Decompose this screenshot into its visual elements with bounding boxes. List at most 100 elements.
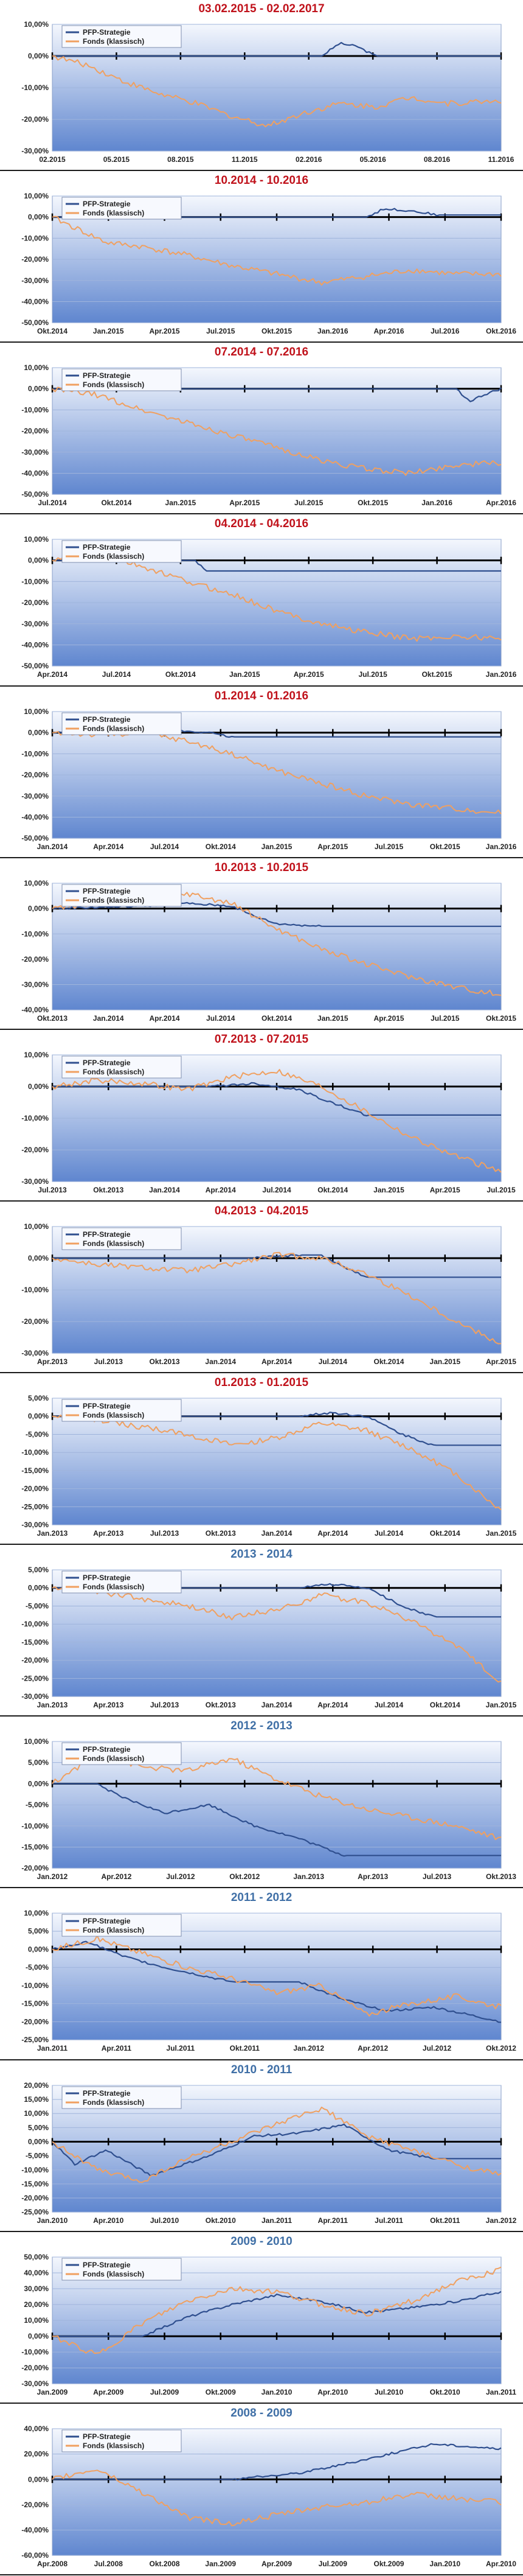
panel-separator	[0, 2402, 523, 2404]
y-tick-label: -10,00%	[21, 1448, 49, 1457]
y-tick-label: -10,00%	[21, 929, 49, 938]
x-tick-label: Jul.2010	[375, 2388, 404, 2396]
panel-separator	[0, 2059, 523, 2060]
chart-panel: 03.02.2015 - 02.02.2017 10,00% 0,00% -10,00…	[0, 0, 523, 172]
chart-panel: 2012 - 2013 10,00% 5,00% 0,00% -5,00% -10,00%…	[0, 1717, 523, 1889]
y-tick-label: -10,00%	[21, 2165, 49, 2174]
x-tick-label: Okt.2014	[430, 1701, 460, 1709]
x-tick-label: Apr.2014	[37, 671, 68, 679]
x-tick-label: Jul.2013	[150, 1701, 179, 1709]
x-tick-label: Jan.2013	[37, 1529, 68, 1538]
y-tick-label: 10,00%	[24, 363, 49, 372]
line-chart: 10,00% 5,00% 0,00% -5,00% -10,00% -15,00% -20,…	[21, 1737, 516, 1881]
x-tick-label: Jul.2009	[319, 2560, 348, 2568]
y-tick-label: 0,00%	[28, 52, 49, 60]
series-line-fund	[52, 1586, 502, 1683]
legend-label: PFP-Strategie	[83, 200, 131, 208]
x-tick-label: Okt.2009	[206, 2388, 236, 2396]
x-tick-label: Apr.2011	[102, 2045, 132, 2053]
y-tick-label: -20,00%	[21, 1146, 49, 1154]
x-tick-label: Okt.2013	[37, 1014, 68, 1023]
y-tick-label: -20,00%	[21, 1864, 49, 1872]
legend-label: Fonds (klassisch)	[83, 1583, 144, 1591]
x-tick-label: Jul.2014	[375, 1529, 404, 1538]
chart-title: 10.2013 - 10.2015	[214, 861, 309, 874]
y-tick-label: 10,00%	[24, 879, 49, 887]
y-tick-label: -30,00%	[21, 448, 49, 457]
y-tick-label: -20,00%	[21, 2018, 49, 2026]
y-tick-label: -40,00%	[21, 2525, 49, 2534]
y-tick-label: -5,00%	[26, 1430, 49, 1439]
y-tick-label: -30,00%	[21, 1692, 49, 1701]
legend-label: PFP-Strategie	[83, 543, 131, 551]
x-tick-label: Jan.2010	[262, 2388, 293, 2396]
y-tick-label: 0,00%	[28, 1780, 49, 1788]
x-tick-label: Apr.2015	[229, 499, 260, 507]
x-tick-label: Apr.2013	[358, 1872, 388, 1881]
x-tick-label: Jul.2014	[150, 842, 179, 851]
panel-separator	[0, 1715, 523, 1717]
legend-label: PFP-Strategie	[83, 1917, 131, 1925]
x-tick-label: Okt.2014	[374, 1357, 404, 1366]
panel-separator	[0, 1372, 523, 1374]
y-tick-label: -30,00%	[21, 276, 49, 285]
series-line-strategy	[52, 2123, 501, 2177]
y-tick-label: -15,00%	[21, 2179, 49, 2188]
y-tick-label: -40,00%	[21, 1006, 49, 1014]
chart-title: 2013 - 2014	[230, 1548, 293, 1561]
x-tick-label: Apr.2010	[93, 2216, 123, 2225]
x-tick-label: Okt.2015	[262, 327, 292, 335]
y-tick-label: -10,00%	[21, 749, 49, 758]
y-tick-label: -20,00%	[21, 1656, 49, 1665]
x-tick-label: Jul.2015	[358, 671, 387, 679]
panel-separator	[0, 856, 523, 858]
x-tick-label: 05.2016	[359, 155, 386, 164]
y-tick-label: -20,00%	[21, 115, 49, 124]
panel-separator	[0, 513, 523, 515]
line-chart: 10,00% 0,00% -10,00% -20,00% -30,00% -40,00% -…	[21, 363, 516, 507]
x-tick-label: 08.2016	[424, 155, 451, 164]
y-tick-label: -20,00%	[21, 1485, 49, 1493]
x-tick-label: Okt.2016	[486, 327, 516, 335]
x-tick-label: Jul.2014	[206, 1014, 235, 1023]
x-tick-label: Jan.2010	[429, 2560, 460, 2568]
series-line-fund	[52, 1935, 502, 2017]
y-tick-label: -15,00%	[21, 1843, 49, 1852]
series-line-fund	[52, 2266, 502, 2354]
x-tick-label: Jan.2009	[205, 2560, 236, 2568]
chart-panel: 07.2014 - 07.2016 10,00% 0,00% -10,00% -20,0…	[0, 343, 523, 515]
legend-box	[61, 1742, 182, 1765]
y-tick-label: 10,00%	[24, 20, 49, 29]
x-tick-label: Apr.2013	[93, 1701, 123, 1709]
x-tick-label: Okt.2014	[101, 499, 131, 507]
line-chart: 20,00% 15,00% 10,00% 5,00% 0,00% -5,00% -10,00…	[21, 2081, 516, 2225]
x-tick-label: Jan.2014	[205, 1357, 236, 1366]
x-tick-label: Okt.2014	[262, 1014, 292, 1023]
series-line-fund	[52, 1068, 502, 1173]
y-tick-label: -30,00%	[21, 1177, 49, 1186]
legend-label: Fonds (klassisch)	[83, 724, 144, 733]
y-tick-label: 20,00%	[24, 2300, 49, 2309]
panel-separator	[0, 1028, 523, 1030]
y-tick-label: 40,00%	[24, 2269, 49, 2277]
x-tick-label: Jul.2014	[319, 1357, 348, 1366]
legend-label: Fonds (klassisch)	[83, 37, 144, 46]
y-tick-label: -50,00%	[21, 318, 49, 327]
legend-label: PFP-Strategie	[83, 1573, 131, 1582]
chart-title: 2008 - 2009	[230, 2406, 293, 2420]
y-tick-label: -10,00%	[21, 2348, 49, 2356]
x-tick-label: Jan.2016	[486, 671, 517, 679]
series-line-fund	[52, 2469, 502, 2527]
x-tick-label: Jul.2015	[206, 327, 235, 335]
chart-title: 03.02.2015 - 02.02.2017	[198, 2, 325, 15]
chart-panel: 2013 - 2014 5,00% 0,00% -5,00% -10,00% -15,00…	[0, 1545, 523, 1717]
x-tick-label: Jan.2015	[165, 499, 196, 507]
y-tick-label: -20,00%	[21, 427, 49, 435]
y-tick-label: 10,00%	[24, 2109, 49, 2118]
y-tick-label: 0,00%	[28, 1254, 49, 1262]
x-tick-label: Apr.2008	[37, 2560, 68, 2568]
chart-title: 2010 - 2011	[230, 2063, 293, 2076]
y-tick-label: 50,00%	[24, 2253, 49, 2261]
line-chart: 10,00% 5,00% 0,00% -5,00% -10,00% -15,00% -20,…	[21, 1909, 516, 2053]
chart-title: 01.2013 - 01.2015	[214, 1376, 309, 1390]
